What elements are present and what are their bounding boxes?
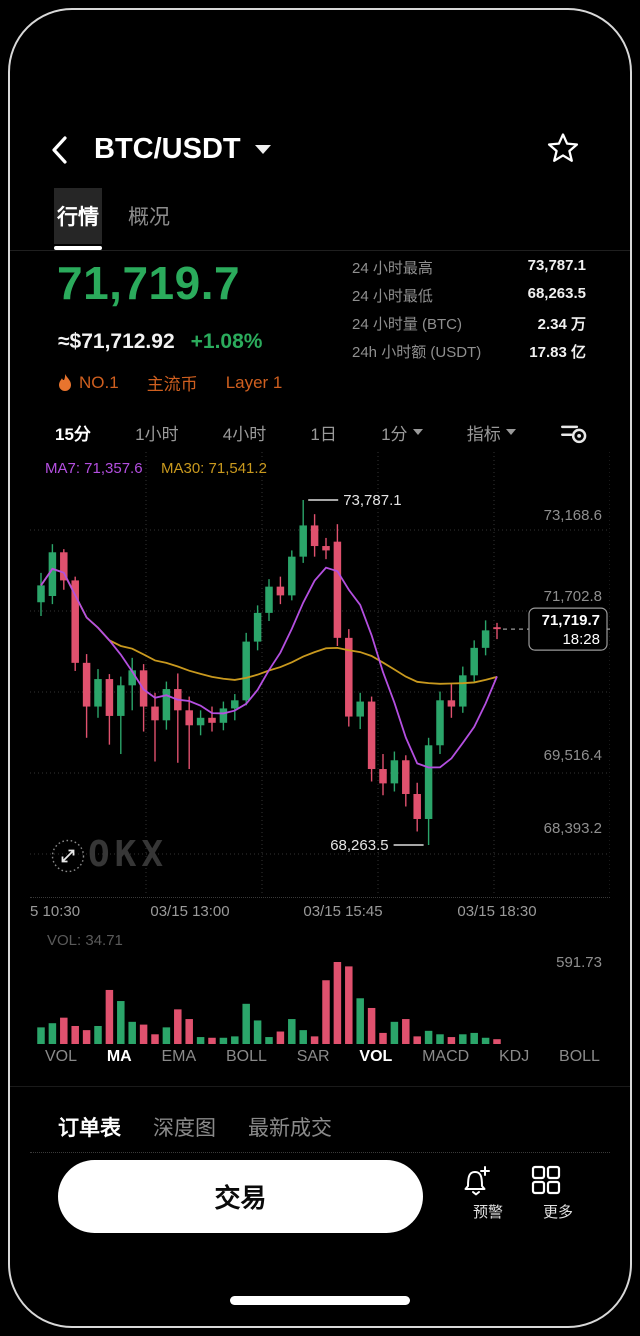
price-fiat: ≈$71,712.92 +1.08% (58, 330, 262, 354)
star-icon (547, 133, 579, 162)
y-axis-label: 73,168.6 (543, 507, 602, 524)
y-axis-label: 71,702.8 (543, 588, 602, 605)
tab-latest-trades[interactable]: 最新成交 (248, 1117, 332, 1140)
page-title: BTC/USDT (94, 133, 241, 165)
x-axis-label: 5 10:30 (30, 903, 81, 920)
flame-icon (59, 373, 71, 391)
trade-button[interactable]: 交易 (58, 1160, 423, 1233)
indicator-macd[interactable]: MACD (422, 1048, 470, 1065)
x-axis-label: 03/15 13:00 (150, 903, 230, 920)
stat-label: 24 小时量 (BTC) (352, 316, 463, 333)
indicator-ema[interactable]: EMA (161, 1048, 197, 1065)
tag-mainstream[interactable]: 主流币 (146, 375, 198, 394)
x-axis-line (30, 897, 610, 898)
stats-panel: 24 小时最高 73,787.1 24 小时最低 68,263.5 24 小时量 (… (352, 257, 586, 369)
stat-row: 24 小时量 (BTC) 2.34 万 (352, 313, 586, 334)
price-change: +1.08% (190, 330, 263, 353)
alert-label: 预警 (472, 1204, 503, 1221)
expand-icon (51, 839, 85, 873)
timeframe-1h[interactable]: 1小时 (135, 424, 179, 444)
ma30-legend: MA30: 71,541.2 (161, 460, 267, 477)
y-axis-label: 69,516.4 (543, 747, 602, 764)
rank-label: NO.1 (79, 372, 119, 392)
bell-plus-icon (464, 1166, 490, 1196)
timeframe-4h[interactable]: 4小时 (222, 424, 267, 444)
chevron-down-icon (412, 429, 423, 435)
indicator-boll[interactable]: BOLL (225, 1048, 267, 1065)
tab-depth-chart[interactable]: 深度图 (153, 1117, 216, 1140)
stat-value: 2.34 万 (537, 316, 586, 333)
chevron-down-icon (505, 429, 516, 435)
indicator-ma[interactable]: MA (106, 1048, 132, 1065)
stat-row: 24 小时最高 73,787.1 (352, 257, 586, 278)
indicator-boll-sub[interactable]: BOLL (559, 1048, 600, 1065)
timeframe-more-dropdown[interactable]: 1分 (381, 420, 423, 445)
tab-overview[interactable]: 概况 (128, 206, 170, 229)
indicator-dropdown[interactable]: 指标 (467, 420, 516, 445)
symbol-selector[interactable]: BTC/USDT (94, 133, 271, 166)
more-button[interactable]: 更多 (530, 1164, 586, 1222)
back-button[interactable] (48, 132, 82, 168)
chevron-down-icon (254, 145, 271, 154)
token-badges: NO.1 主流币 Layer 1 (58, 370, 282, 395)
alert-button[interactable]: 预警 (460, 1164, 516, 1222)
stat-value: 73,787.1 (527, 257, 586, 274)
divider (30, 1152, 610, 1153)
divider (10, 250, 630, 251)
timeframe-1d[interactable]: 1日 (310, 424, 337, 444)
volume-current-label: VOL: 34.71 (47, 932, 123, 949)
stat-value: 68,263.5 (527, 285, 586, 302)
timeframe-bar: 15分 1小时 4小时 1日 1分 指标 (55, 414, 587, 450)
svg-text:71,719.7: 71,719.7 (542, 612, 600, 629)
x-axis-label: 03/15 15:45 (303, 903, 383, 920)
timeframe-15m[interactable]: 15分 (55, 424, 91, 444)
home-indicator (230, 1296, 410, 1305)
volume-pane[interactable]: VOL: 34.71 591.73 (30, 926, 610, 1046)
chevron-left-icon (52, 136, 67, 164)
indicator-tab-bar: VOL MA EMA BOLL SAR VOL MACD KDJ BOLL (45, 1048, 600, 1066)
stat-label: 24 小时最高 (352, 260, 433, 277)
tab-market[interactable]: 行情 (54, 188, 102, 244)
x-axis-label: 03/15 18:30 (457, 903, 537, 920)
indicator-kdj[interactable]: KDJ (498, 1048, 530, 1065)
volume-max-label: 591.73 (556, 954, 602, 971)
stat-row: 24 小时最低 68,263.5 (352, 285, 586, 306)
stat-label: 24 小时最低 (352, 288, 433, 305)
stat-label: 24h 小时额 (USDT) (352, 344, 482, 361)
stat-value: 17.83 亿 (529, 344, 586, 361)
active-tab-underline (54, 246, 102, 250)
indicator-settings-icon (560, 425, 587, 443)
indicator-vol-main[interactable]: VOL (45, 1048, 78, 1065)
ma7-legend: MA7: 71,357.6 (45, 460, 143, 477)
candlestick-chart[interactable]: 73,787.1 68,263.5 71,719.7 18:28 MA7: 71,35… (30, 452, 610, 895)
svg-text:18:28: 18:28 (562, 631, 600, 648)
fullscreen-button[interactable] (50, 838, 86, 874)
grid-more-icon (531, 1165, 561, 1195)
volume-svg (37, 962, 501, 1044)
okx-watermark: OKX (88, 834, 169, 875)
indicator-vol-sub[interactable]: VOL (359, 1048, 393, 1065)
orderbook-tab-bar: 订单表 深度图 最新成交 (58, 1112, 332, 1142)
chart-settings-button[interactable] (560, 419, 587, 446)
svg-text:73,787.1: 73,787.1 (343, 492, 401, 509)
last-price: 71,719.7 (57, 257, 241, 309)
price-usd: ≈$71,712.92 (58, 330, 175, 353)
svg-text:68,263.5: 68,263.5 (330, 837, 388, 854)
indicator-sar[interactable]: SAR (296, 1048, 330, 1065)
y-axis-label: 68,393.2 (543, 820, 602, 837)
tab-order-book[interactable]: 订单表 (58, 1117, 121, 1140)
candles-svg: 73,787.1 68,263.5 71,719.7 18:28 (30, 452, 610, 895)
favorite-button[interactable] (547, 132, 579, 164)
divider (10, 1086, 630, 1087)
rank-badge[interactable]: NO.1 (58, 373, 119, 393)
stat-row: 24h 小时额 (USDT) 17.83 亿 (352, 341, 586, 362)
more-label: 更多 (542, 1204, 573, 1221)
tag-layer1[interactable]: Layer 1 (225, 372, 283, 392)
